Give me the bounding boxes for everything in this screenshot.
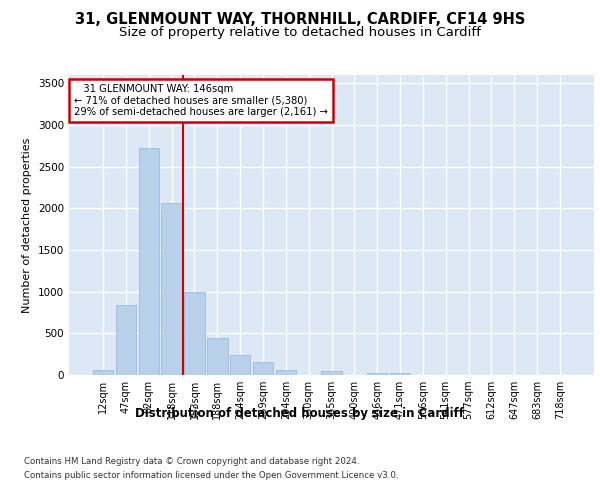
- Y-axis label: Number of detached properties: Number of detached properties: [22, 138, 32, 312]
- Bar: [390, 374, 410, 375]
- Bar: [230, 354, 250, 375]
- Bar: [116, 305, 136, 375]
- Bar: [184, 292, 205, 375]
- Bar: [253, 362, 273, 375]
- Bar: [139, 148, 159, 375]
- Text: 31, GLENMOUNT WAY, THORNHILL, CARDIFF, CF14 9HS: 31, GLENMOUNT WAY, THORNHILL, CARDIFF, C…: [75, 12, 525, 28]
- Bar: [207, 338, 227, 375]
- Text: Size of property relative to detached houses in Cardiff: Size of property relative to detached ho…: [119, 26, 481, 39]
- Text: Contains HM Land Registry data © Crown copyright and database right 2024.: Contains HM Land Registry data © Crown c…: [24, 458, 359, 466]
- Text: Distribution of detached houses by size in Cardiff: Distribution of detached houses by size …: [136, 408, 464, 420]
- Bar: [321, 371, 342, 375]
- Bar: [275, 370, 296, 375]
- Bar: [93, 370, 113, 375]
- Bar: [161, 202, 182, 375]
- Text: 31 GLENMOUNT WAY: 146sqm
← 71% of detached houses are smaller (5,380)
29% of sem: 31 GLENMOUNT WAY: 146sqm ← 71% of detach…: [74, 84, 328, 117]
- Bar: [367, 372, 388, 375]
- Text: Contains public sector information licensed under the Open Government Licence v3: Contains public sector information licen…: [24, 471, 398, 480]
